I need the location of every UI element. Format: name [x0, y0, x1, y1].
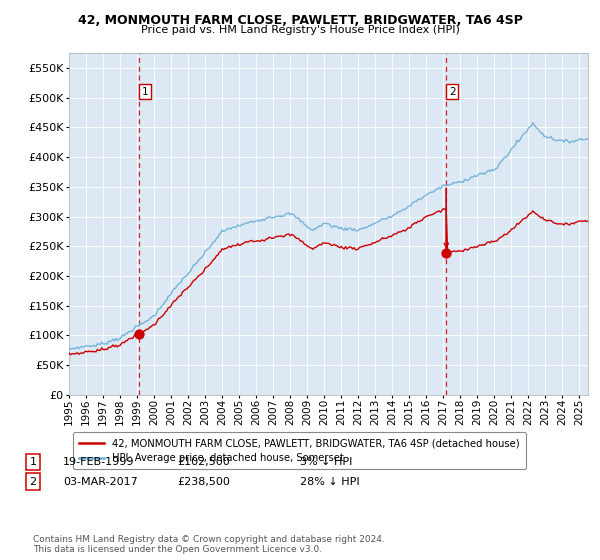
Legend: 42, MONMOUTH FARM CLOSE, PAWLETT, BRIDGWATER, TA6 4SP (detached house), HPI: Ave: 42, MONMOUTH FARM CLOSE, PAWLETT, BRIDGW… — [73, 432, 526, 469]
Text: 42, MONMOUTH FARM CLOSE, PAWLETT, BRIDGWATER, TA6 4SP: 42, MONMOUTH FARM CLOSE, PAWLETT, BRIDGW… — [77, 14, 523, 27]
Text: £238,500: £238,500 — [177, 477, 230, 487]
Text: 1: 1 — [142, 87, 148, 97]
Text: Contains HM Land Registry data © Crown copyright and database right 2024.
This d: Contains HM Land Registry data © Crown c… — [33, 535, 385, 554]
Text: 28% ↓ HPI: 28% ↓ HPI — [300, 477, 359, 487]
Text: 19-FEB-1999: 19-FEB-1999 — [63, 457, 134, 467]
Text: £102,500: £102,500 — [177, 457, 230, 467]
Text: 2: 2 — [29, 477, 37, 487]
Text: 1: 1 — [29, 457, 37, 467]
Text: 2: 2 — [449, 87, 455, 97]
Text: 3% ↓ HPI: 3% ↓ HPI — [300, 457, 352, 467]
Point — [134, 329, 144, 338]
Text: 03-MAR-2017: 03-MAR-2017 — [63, 477, 138, 487]
Point — [442, 249, 451, 258]
Text: Price paid vs. HM Land Registry's House Price Index (HPI): Price paid vs. HM Land Registry's House … — [140, 25, 460, 35]
